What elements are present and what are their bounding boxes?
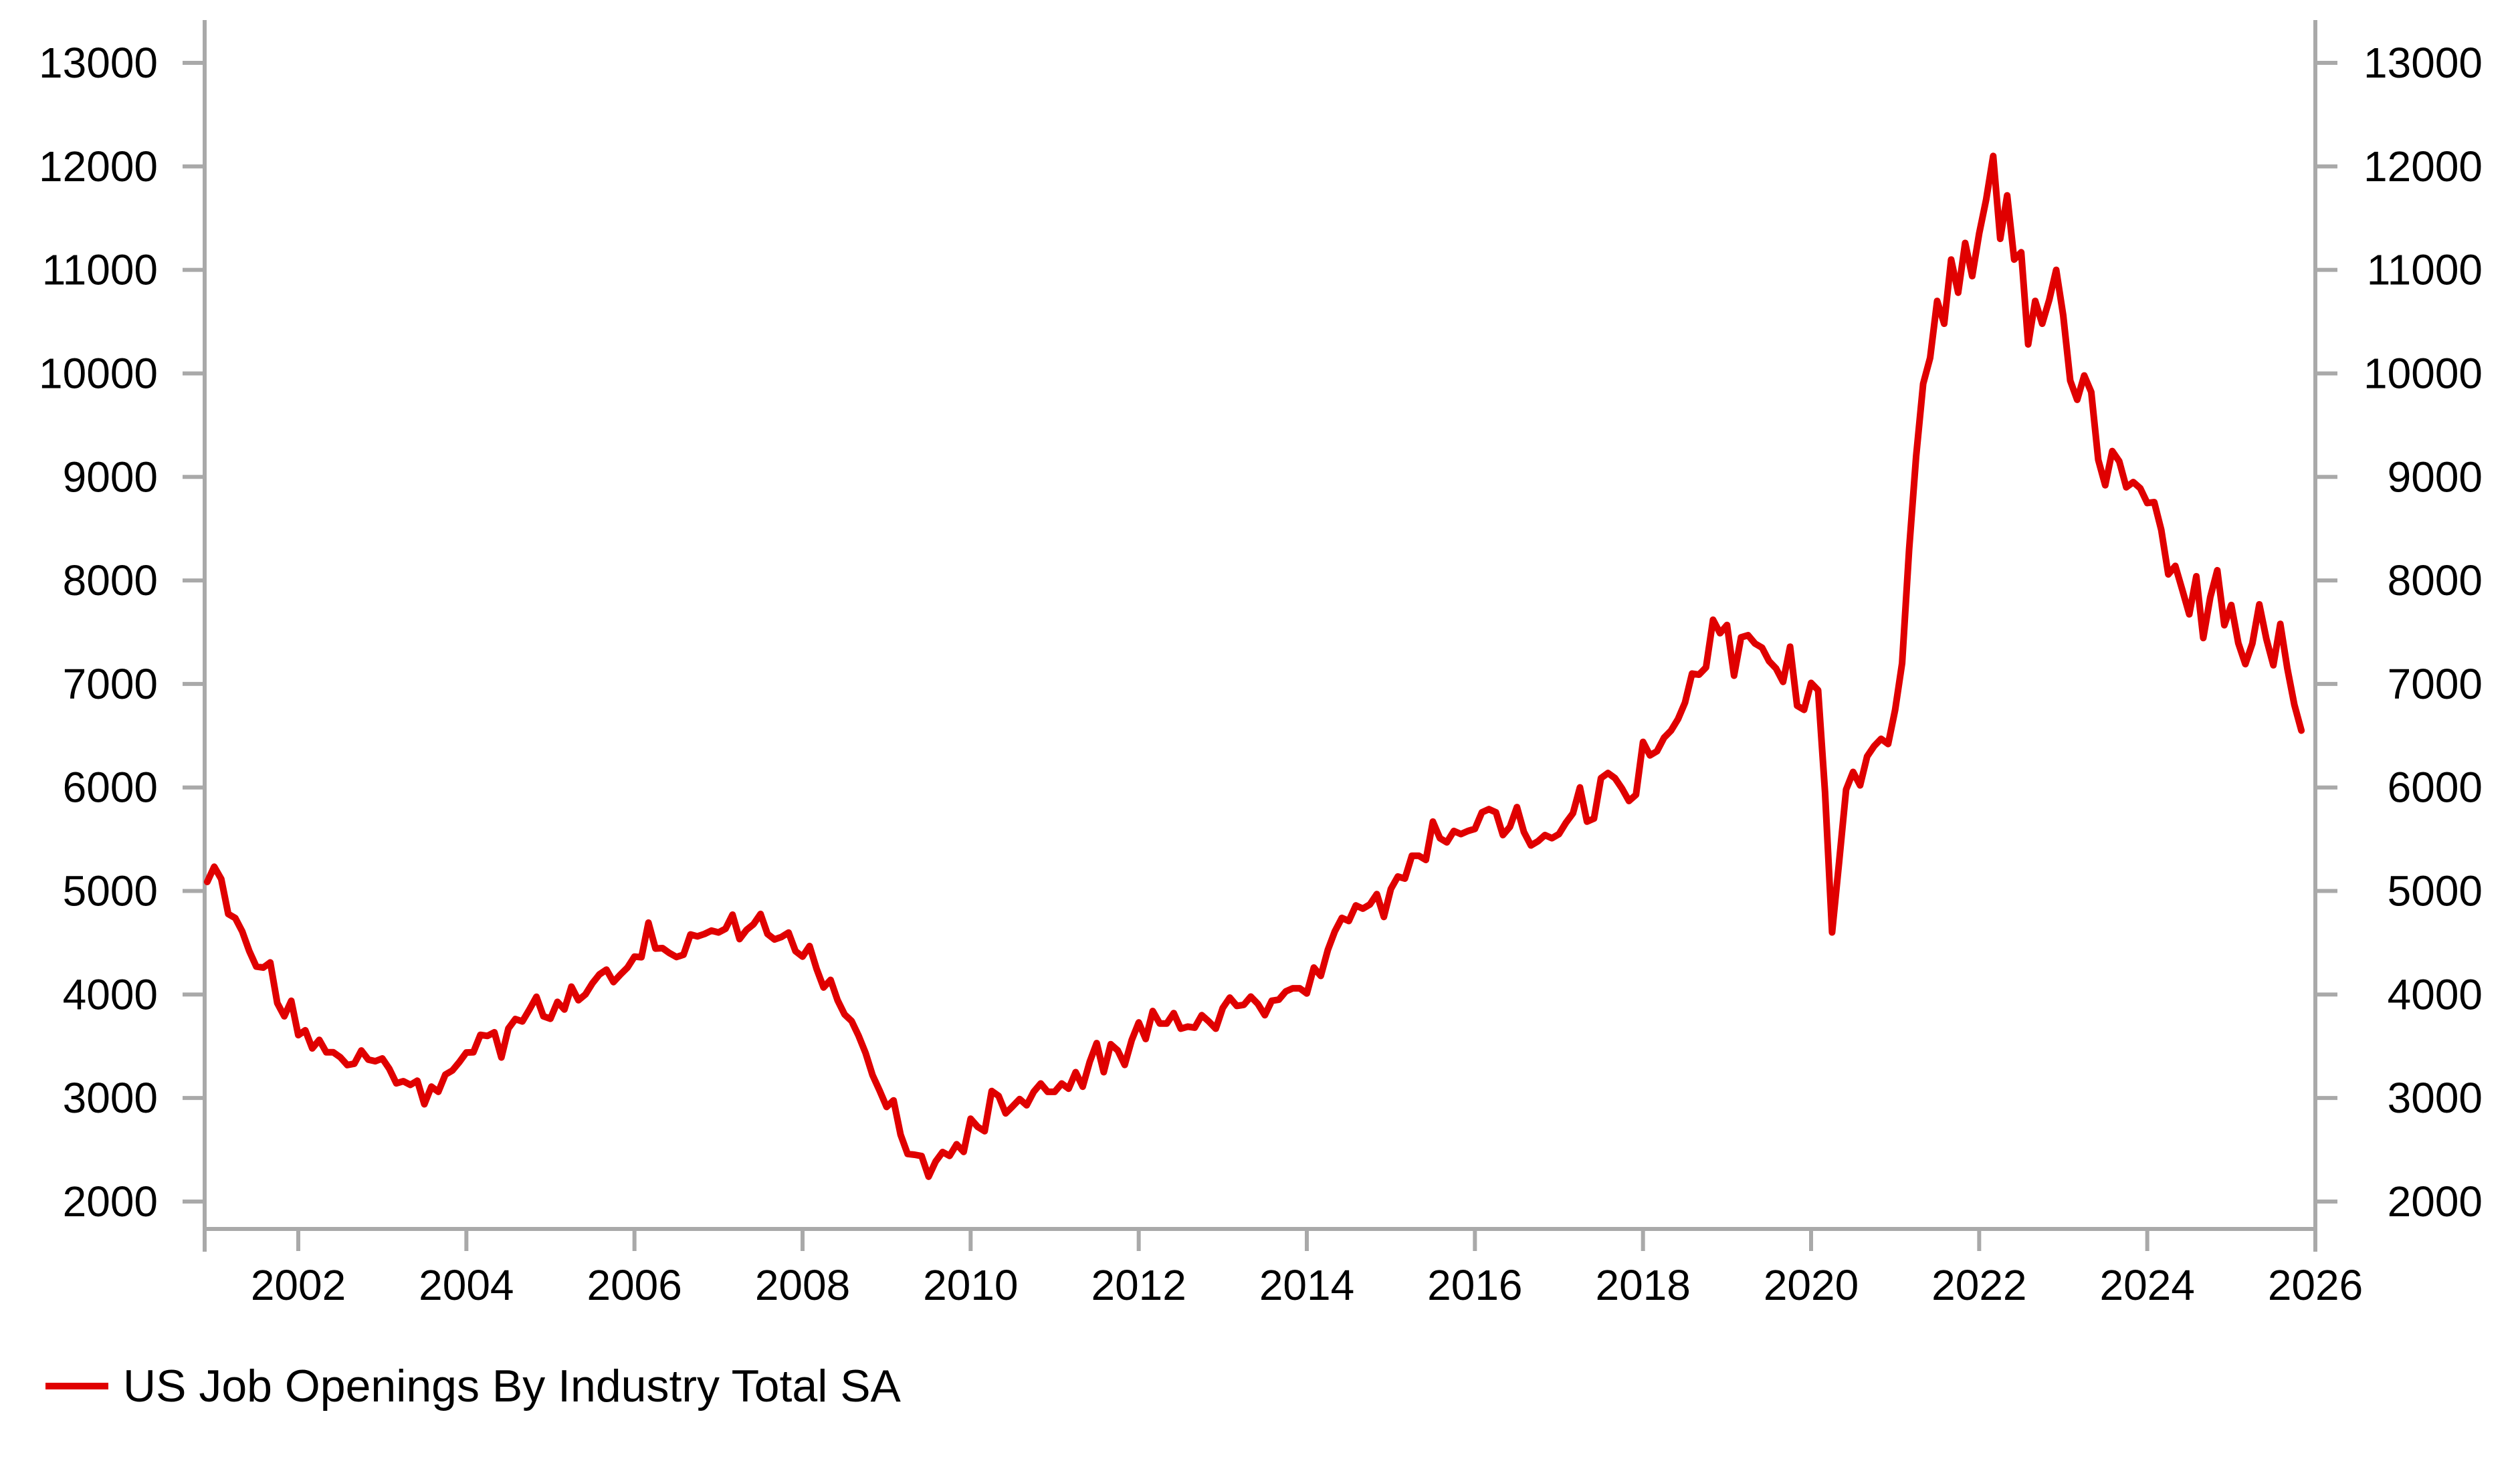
y-axis-label-right-11000: 11000 <box>2367 246 2483 294</box>
y-axis-label-right-7000: 7000 <box>2388 660 2483 708</box>
x-axis-label-2006: 2006 <box>587 1261 681 1309</box>
x-axis-label-2008: 2008 <box>755 1261 850 1309</box>
x-axis-label-2004: 2004 <box>419 1261 514 1309</box>
y-axis-label-right-5000: 5000 <box>2388 867 2483 915</box>
y-axis-label-left-12000: 12000 <box>39 142 158 191</box>
y-axis-label-left-9000: 9000 <box>63 453 158 501</box>
x-axis-label-2014: 2014 <box>1259 1261 1354 1309</box>
y-axis-label-left-11000: 11000 <box>42 246 158 294</box>
legend: US Job Openings By Industry Total SA <box>45 1361 902 1411</box>
y-axis-label-left-4000: 4000 <box>63 970 158 1018</box>
y-axis-label-left-7000: 7000 <box>63 660 158 708</box>
x-axis-label-2022: 2022 <box>1931 1261 2026 1309</box>
x-axis-label-2026: 2026 <box>2268 1261 2363 1309</box>
y-axis-label-left-8000: 8000 <box>63 556 158 604</box>
x-axis-label-2012: 2012 <box>1091 1261 1186 1309</box>
y-axis-label-left-5000: 5000 <box>63 867 158 915</box>
y-axis-label-right-4000: 4000 <box>2388 970 2483 1018</box>
y-axis-label-left-13000: 13000 <box>39 39 158 87</box>
y-axis-label-left-2000: 2000 <box>63 1177 158 1226</box>
x-axis-label-2020: 2020 <box>1764 1261 1859 1309</box>
y-axis-label-right-12000: 12000 <box>2364 142 2483 191</box>
y-axis-label-left-3000: 3000 <box>63 1074 158 1122</box>
series-group <box>203 152 2305 1180</box>
y-axis-label-left-10000: 10000 <box>39 349 158 397</box>
x-axis-label-2010: 2010 <box>923 1261 1018 1309</box>
axes: 2000 2000 3000 3000 4000 4000 5000 5000 6000 6000… <box>39 20 2483 1309</box>
x-axis-label-2002: 2002 <box>251 1261 346 1309</box>
y-axis-label-right-10000: 10000 <box>2364 349 2483 397</box>
y-axis-label-right-3000: 3000 <box>2388 1074 2483 1122</box>
x-axis-label-2016: 2016 <box>1427 1261 1522 1309</box>
series-line-us-job-openings <box>203 152 2305 1180</box>
x-axis-label-2018: 2018 <box>1595 1261 1690 1309</box>
y-axis-label-right-2000: 2000 <box>2388 1177 2483 1226</box>
x-axis-label-2024: 2024 <box>2099 1261 2194 1309</box>
y-axis-label-left-6000: 6000 <box>63 764 158 812</box>
y-axis-label-right-13000: 13000 <box>2364 39 2483 87</box>
legend-label: US Job Openings By Industry Total SA <box>123 1361 902 1411</box>
y-axis-label-right-8000: 8000 <box>2388 556 2483 604</box>
y-axis-label-right-9000: 9000 <box>2388 453 2483 501</box>
y-axis-label-right-6000: 6000 <box>2388 764 2483 812</box>
